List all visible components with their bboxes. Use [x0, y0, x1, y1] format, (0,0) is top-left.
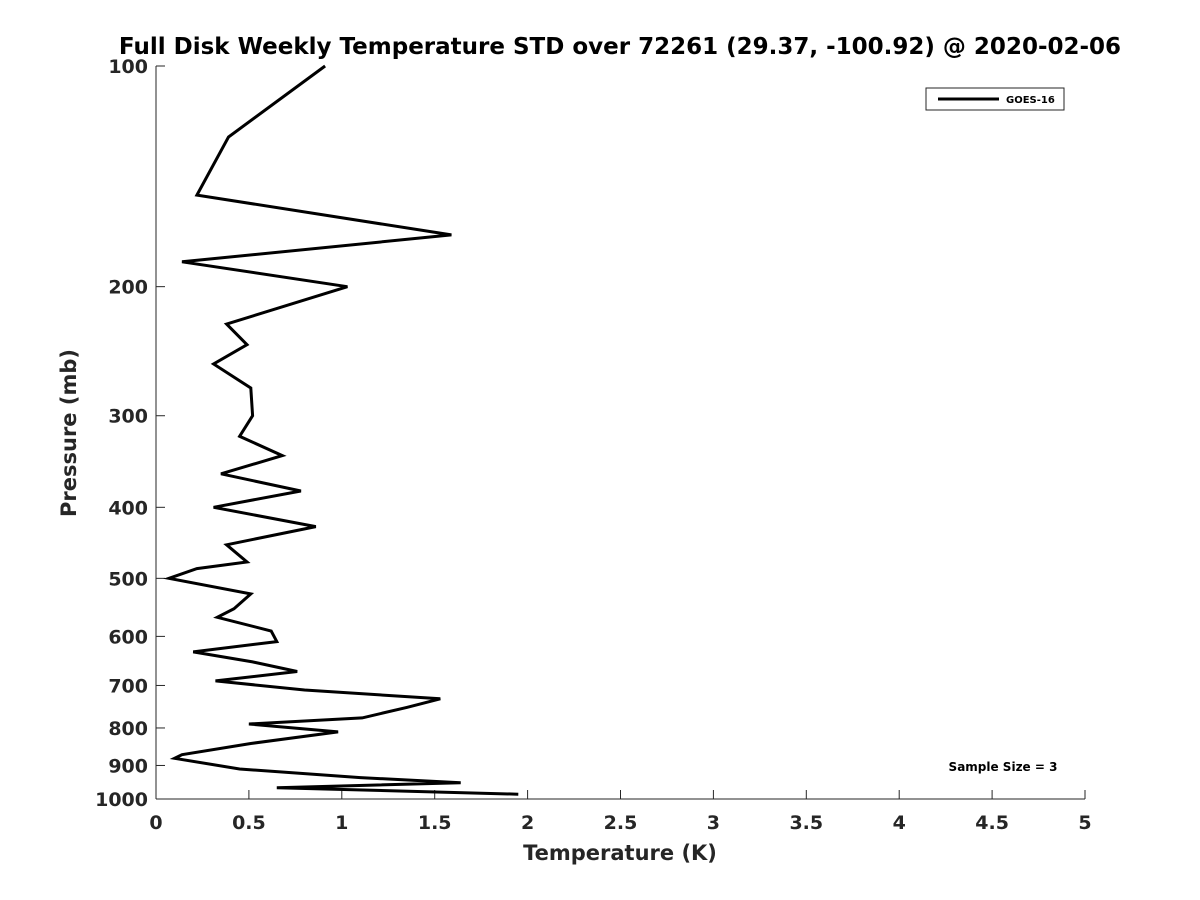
x-tick-label: 1: [335, 812, 348, 834]
chart-title: Full Disk Weekly Temperature STD over 72…: [119, 34, 1121, 60]
y-tick-label: 1000: [95, 789, 148, 811]
y-tick-label: 700: [108, 675, 148, 697]
x-tick-label: 5: [1078, 812, 1091, 834]
legend-label: GOES-16: [1006, 95, 1055, 106]
x-tick-label: 0.5: [232, 812, 266, 834]
x-tick-label: 2.5: [604, 812, 638, 834]
y-axis-label: Pressure (mb): [57, 349, 81, 517]
series-line-goes-16: [163, 64, 519, 796]
x-tick-label: 4.5: [975, 812, 1009, 834]
y-tick-label: 200: [108, 277, 148, 299]
y-tick-label: 300: [108, 406, 148, 428]
y-axis-ticks: 100 200 300 400 500 600 700 800 900 1000: [95, 56, 165, 811]
x-tick-label: 2: [521, 812, 534, 834]
x-tick-label: 3: [707, 812, 720, 834]
y-tick-label: 600: [108, 626, 148, 648]
legend: GOES-16: [925, 87, 1065, 111]
y-tick-label: 500: [108, 568, 148, 590]
sample-size-annotation: Sample Size = 3: [949, 760, 1058, 774]
x-tick-label: 1.5: [418, 812, 452, 834]
series-layer: [163, 64, 519, 796]
x-axis-label: Temperature (K): [523, 841, 717, 865]
y-tick-label: 100: [108, 56, 148, 78]
y-tick-label: 800: [108, 718, 148, 740]
y-tick-label: 400: [108, 497, 148, 519]
x-tick-label: 3.5: [789, 812, 823, 834]
x-tick-label: 4: [893, 812, 906, 834]
x-tick-label: 0: [149, 812, 162, 834]
y-tick-label: 900: [108, 755, 148, 777]
x-axis-ticks: 0 0.5 1 1.5 2 2.5 3 3.5 4 4.5 5: [149, 790, 1092, 834]
